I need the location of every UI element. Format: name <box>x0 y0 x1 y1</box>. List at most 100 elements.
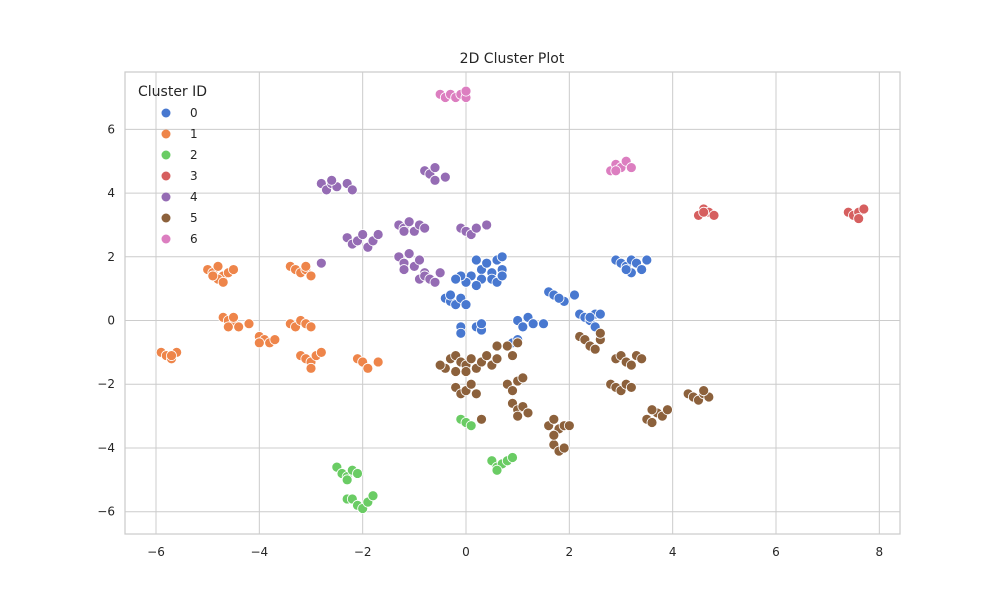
legend-marker-0 <box>161 108 171 118</box>
cluster-1-point <box>233 321 245 333</box>
cluster-5-point <box>465 378 477 390</box>
cluster-3-point <box>858 203 870 215</box>
cluster-0-point <box>450 273 462 285</box>
cluster-1-point <box>228 311 239 323</box>
cluster-0-point <box>517 321 529 333</box>
cluster-6-point <box>460 85 472 97</box>
x-tick-label: −4 <box>250 545 268 559</box>
cluster-5-point <box>563 420 575 432</box>
cluster-0-point <box>538 318 549 330</box>
cluster-1-point <box>300 260 312 272</box>
cluster-5-point <box>548 429 560 441</box>
cluster-6-point <box>625 162 637 173</box>
cluster-5-point <box>646 417 658 428</box>
legend-label-0: 0 <box>190 106 198 120</box>
cluster-5-point <box>522 407 534 419</box>
cluster-5-point <box>558 442 570 454</box>
y-tick-label: −4 <box>97 441 115 455</box>
cluster-4-point <box>346 184 358 196</box>
cluster-2-point <box>465 420 477 432</box>
x-tick-label: 2 <box>566 545 574 559</box>
cluster-4-point <box>398 225 410 237</box>
x-tick-label: 8 <box>876 545 884 559</box>
legend-label-4: 4 <box>190 190 198 204</box>
cluster-0-point <box>594 308 606 320</box>
cluster-4-point <box>429 162 441 173</box>
grid-lines <box>125 72 900 534</box>
cluster-5-point <box>512 410 524 422</box>
cluster-5-point <box>465 353 477 365</box>
legend-label-6: 6 <box>190 232 198 246</box>
cluster-5-point <box>507 385 518 397</box>
y-tick-label: −6 <box>97 505 115 519</box>
legend-marker-6 <box>161 234 171 244</box>
cluster-4-point <box>439 171 451 183</box>
cluster-1-point <box>269 334 281 346</box>
x-tick-label: 0 <box>462 545 470 559</box>
cluster-0-point <box>553 292 565 304</box>
cluster-5-point <box>450 366 462 377</box>
cluster-1-point <box>253 337 265 349</box>
cluster-5-point <box>625 382 637 393</box>
cluster-0-point <box>481 257 493 269</box>
cluster-4-point <box>429 276 441 288</box>
legend-marker-4 <box>161 192 171 202</box>
plot-area-background <box>125 72 900 534</box>
cluster-5-point <box>625 359 637 371</box>
cluster-0-point <box>455 327 467 339</box>
cluster-5-point <box>548 413 560 425</box>
y-tick-label: −2 <box>97 377 115 391</box>
cluster-4-point <box>434 267 446 279</box>
cluster-4-point <box>326 174 338 186</box>
legend-marker-3 <box>161 171 171 181</box>
legend-marker-1 <box>161 129 171 139</box>
legend-label-3: 3 <box>190 169 198 183</box>
cluster-1-point <box>305 270 317 282</box>
tick-labels: −6 −4 −2 0 2 4 6 8 −6 −4 −2 0 2 4 6 <box>97 122 883 559</box>
cluster-5-point <box>470 388 482 400</box>
cluster-4-point <box>403 248 415 260</box>
legend-marker-5 <box>161 213 171 223</box>
cluster-1-point <box>305 321 317 333</box>
cluster-0-point <box>496 251 508 263</box>
cluster-5-point <box>491 340 503 352</box>
cluster-2-point <box>352 468 363 479</box>
cluster-5-point <box>481 350 493 361</box>
y-tick-label: 6 <box>107 122 115 136</box>
legend-label-2: 2 <box>190 148 198 162</box>
plot-area-frame <box>124 71 901 535</box>
cluster-5-point <box>636 353 648 365</box>
cluster-5-point <box>434 359 446 371</box>
x-tick-label: −2 <box>354 545 372 559</box>
cluster-2-point <box>491 464 503 476</box>
chart-title: 2D Cluster Plot <box>460 51 565 67</box>
cluster-5-point <box>476 413 487 425</box>
cluster-0-point <box>460 299 472 310</box>
legend: Cluster ID 0 1 2 3 4 5 6 <box>138 84 207 246</box>
cluster-1-point <box>362 362 374 374</box>
x-tick-label: 6 <box>772 545 780 559</box>
cluster-4-point <box>372 229 384 240</box>
cluster-4-point <box>403 216 415 228</box>
cluster-1-point <box>222 321 234 333</box>
cluster-6-point <box>610 165 622 177</box>
cluster-1-point <box>243 318 255 330</box>
cluster-0-point <box>636 264 648 275</box>
cluster-3-point <box>708 209 720 221</box>
cluster-5-point <box>589 343 601 355</box>
cluster-1-point <box>166 350 177 361</box>
cluster-1-point <box>372 356 384 368</box>
cluster-5-point <box>662 404 673 416</box>
cluster-1-point <box>315 346 327 358</box>
cluster-4-point <box>315 257 327 269</box>
cluster-5-point <box>517 372 529 384</box>
cluster-5-point <box>646 404 658 416</box>
cluster-4-point <box>429 174 441 186</box>
cluster-0-point <box>470 280 482 291</box>
cluster-4-point <box>419 222 431 234</box>
cluster-0-point <box>470 254 482 266</box>
x-tick-label: −6 <box>147 545 165 559</box>
cluster-1-point <box>212 260 224 272</box>
cluster-2-point <box>341 474 353 486</box>
